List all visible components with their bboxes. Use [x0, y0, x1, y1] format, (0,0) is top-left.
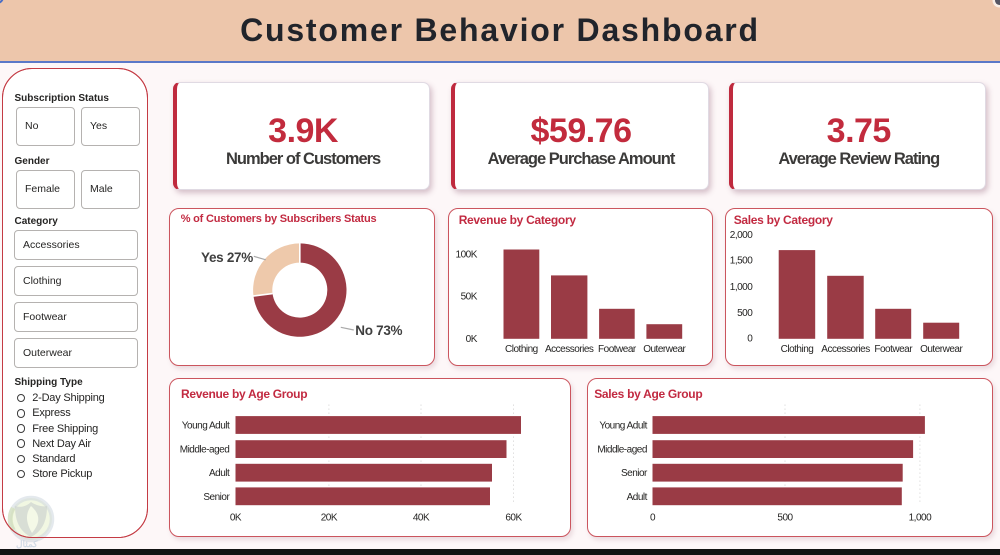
svg-text:40K: 40K: [413, 513, 430, 524]
svg-text:Adult: Adult: [209, 469, 230, 480]
svg-text:0K: 0K: [230, 513, 242, 524]
svg-text:500: 500: [737, 308, 753, 319]
svg-text:0K: 0K: [465, 334, 477, 345]
svg-text:Yes 27%: Yes 27%: [201, 250, 253, 265]
svg-text:20K: 20K: [321, 513, 338, 524]
svg-text:500: 500: [777, 513, 793, 524]
svg-text:100K: 100K: [455, 249, 477, 260]
svg-text:1,000: 1,000: [908, 513, 931, 524]
svg-text:Adult: Adult: [626, 492, 647, 503]
svg-text:2,000: 2,000: [730, 230, 753, 241]
svg-text:1,000: 1,000: [730, 282, 753, 293]
svg-text:كمثال: كمثال: [16, 539, 38, 549]
svg-text:Clothing: Clothing: [781, 344, 814, 355]
svg-text:Middle-aged: Middle-aged: [597, 445, 647, 456]
svg-text:0: 0: [748, 334, 754, 345]
svg-text:Middle-aged: Middle-aged: [180, 445, 230, 456]
svg-text:Clothing: Clothing: [505, 344, 538, 355]
svg-text:Accessories: Accessories: [822, 344, 871, 355]
svg-text:50K: 50K: [460, 292, 477, 303]
svg-text:1,500: 1,500: [730, 256, 753, 267]
svg-text:Young Adult: Young Adult: [599, 421, 647, 432]
svg-text:Outerwear: Outerwear: [920, 344, 963, 355]
svg-text:Accessories: Accessories: [545, 344, 594, 355]
svg-text:Footwear: Footwear: [875, 344, 914, 355]
svg-text:60K: 60K: [505, 513, 522, 524]
svg-text:Young Adult: Young Adult: [182, 421, 230, 432]
svg-text:Senior: Senior: [203, 492, 230, 503]
svg-text:Outerwear: Outerwear: [643, 344, 686, 355]
svg-text:Footwear: Footwear: [598, 344, 637, 355]
svg-text:0: 0: [649, 513, 655, 524]
svg-text:No 73%: No 73%: [355, 323, 402, 338]
svg-text:Senior: Senior: [620, 469, 647, 480]
